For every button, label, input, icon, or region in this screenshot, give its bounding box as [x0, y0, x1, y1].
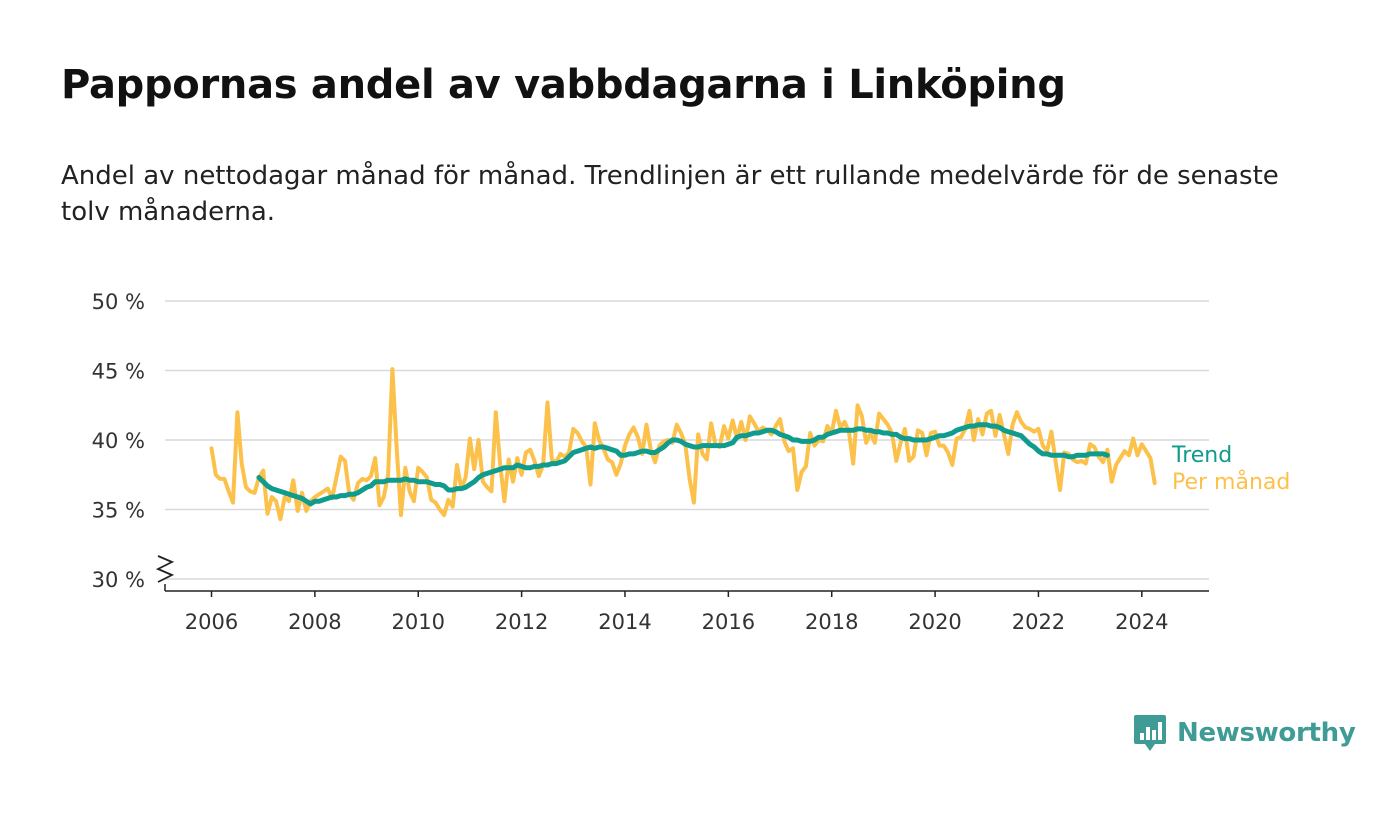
x-tick-label: 2012: [495, 610, 548, 634]
x-tick-label: 2016: [702, 610, 755, 634]
y-axis: 30 % 35 % 40 % 45 % 50 %: [92, 290, 175, 592]
x-tick-label: 2024: [1115, 610, 1168, 634]
x-tick-label: 2020: [908, 610, 961, 634]
x-tick-label: 2014: [598, 610, 651, 634]
grid-lines: [165, 300, 1209, 580]
chart-title: Pappornas andel av vabbdagarna i Linköpi…: [61, 62, 1066, 108]
newsworthy-logo-icon: [1134, 715, 1166, 751]
y-tick-label: 45 %: [92, 360, 145, 384]
series-lines: [209, 367, 1157, 522]
newsworthy-logo[interactable]: Newsworthy: [1133, 712, 1356, 754]
y-tick-label: 40 %: [92, 429, 145, 453]
chart-subtitle: Andel av nettodagar månad för månad. Tre…: [61, 161, 1279, 227]
y-tick-label: 50 %: [92, 290, 145, 314]
x-tick-label: 2010: [392, 610, 445, 634]
x-tick-label: 2018: [805, 610, 858, 634]
y-axis-break: [155, 555, 175, 583]
series-line-trend: [256, 422, 1110, 507]
y-tick-label: 35 %: [92, 499, 145, 523]
x-tick-label: 2022: [1012, 610, 1065, 634]
x-tick-label: 2006: [185, 610, 238, 634]
legend-label-per-manad: Per månad: [1172, 469, 1290, 495]
x-tick-label: 2008: [288, 610, 341, 634]
newsworthy-logo-text: Newsworthy: [1177, 718, 1356, 748]
y-tick-label: 30 %: [92, 568, 145, 592]
x-axis: 2006 2008 2010 2012 2014 2016 2018 2020 2022 2024: [165, 590, 1209, 634]
legend-label-trend: Trend: [1171, 443, 1232, 468]
